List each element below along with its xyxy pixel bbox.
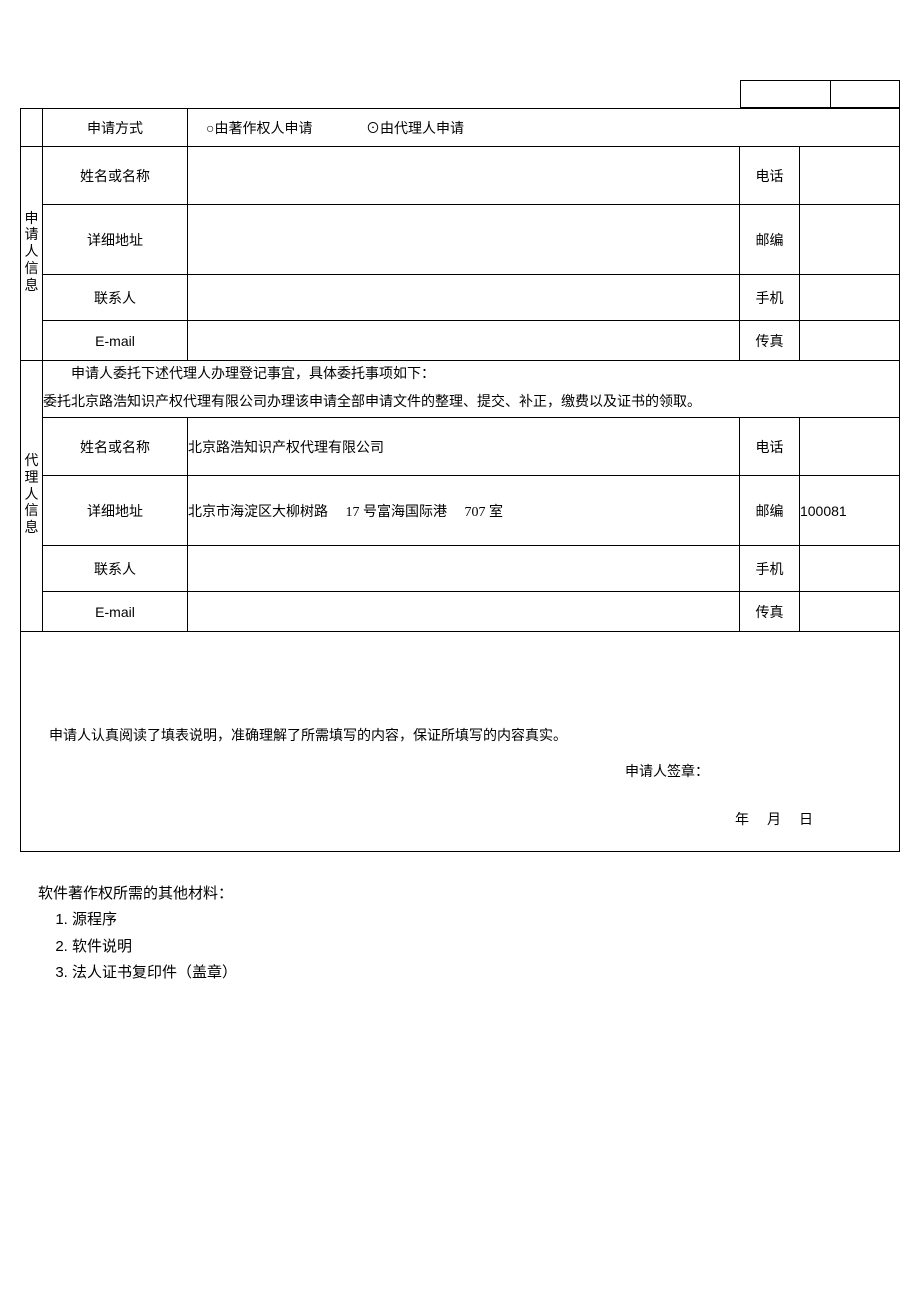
notes-item-1: 源程序 (72, 907, 900, 934)
notes-item-2: 软件说明 (72, 934, 900, 961)
applicant-zip-value[interactable] (799, 205, 899, 275)
applicant-phone-label: 电话 (739, 147, 799, 205)
applicant-contact-value[interactable] (188, 275, 740, 321)
top-box-2 (830, 80, 900, 108)
applicant-name-value[interactable] (188, 147, 740, 205)
agent-zip-label: 邮编 (739, 476, 799, 546)
declaration-line2: 委托北京路浩知识产权代理有限公司办理该申请全部申请文件的整理、提交、补正，缴费以… (43, 389, 899, 417)
agent-addr-part2: 17 号富海国际港 (346, 501, 448, 521)
applicant-addr-value[interactable] (188, 205, 740, 275)
applicant-mobile-value[interactable] (799, 275, 899, 321)
agent-name-label: 姓名或名称 (43, 418, 188, 476)
document-page: 申请方式 ○由著作权人申请 ⊙由代理人申请 申请人信息 姓名或名称 电话 详细地… (0, 0, 920, 1027)
agent-email-label: E-mail (43, 592, 188, 632)
agent-email-value[interactable] (188, 592, 740, 632)
app-method-opt-author[interactable]: ○由著作权人申请 (206, 122, 312, 137)
applicant-contact-label: 联系人 (43, 275, 188, 321)
app-method-label: 申请方式 (43, 109, 188, 147)
agent-zip-value[interactable]: 100081 (799, 476, 899, 546)
signature-block: 申请人认真阅读了填表说明，准确理解了所需填写的内容，保证所填写的内容真实。 申请… (21, 632, 900, 852)
agent-addr-label: 详细地址 (43, 476, 188, 546)
applicant-phone-value[interactable] (799, 147, 899, 205)
agent-addr-value[interactable]: 北京市海淀区大柳树路 17 号富海国际港 707 室 (188, 476, 740, 546)
signature-label: 申请人签章： (625, 761, 709, 781)
top-right-boxes (20, 80, 900, 108)
agent-addr-part1: 北京市海淀区大柳树路 (188, 501, 328, 521)
agent-contact-value[interactable] (188, 546, 740, 592)
agent-fax-label: 传真 (739, 592, 799, 632)
applicant-name-label: 姓名或名称 (43, 147, 188, 205)
form-table: 申请方式 ○由著作权人申请 ⊙由代理人申请 申请人信息 姓名或名称 电话 详细地… (20, 108, 900, 852)
empty-vlabel (21, 109, 43, 147)
notes-item-3: 法人证书复印件（盖章） (72, 960, 900, 987)
applicant-section-label: 申请人信息 (21, 147, 43, 361)
agent-name-value[interactable]: 北京路浩知识产权代理有限公司 (188, 418, 740, 476)
applicant-fax-value[interactable] (799, 321, 899, 361)
agent-addr-part3: 707 室 (465, 501, 504, 521)
signature-statement: 申请人认真阅读了填表说明，准确理解了所需填写的内容，保证所填写的内容真实。 (21, 725, 899, 745)
notes-list: 源程序 软件说明 法人证书复印件（盖章） (38, 907, 900, 987)
app-method-opt-agent[interactable]: ⊙由代理人申请 (366, 122, 464, 137)
agent-mobile-value[interactable] (799, 546, 899, 592)
notes-heading: 软件著作权所需的其他材料： (38, 882, 900, 903)
applicant-addr-label: 详细地址 (43, 205, 188, 275)
agent-section-label: 代理人信息 (21, 361, 43, 632)
notes-section: 软件著作权所需的其他材料： 源程序 软件说明 法人证书复印件（盖章） (20, 882, 900, 987)
app-method-cell: ○由著作权人申请 ⊙由代理人申请 (188, 109, 900, 147)
applicant-fax-label: 传真 (739, 321, 799, 361)
agent-mobile-label: 手机 (739, 546, 799, 592)
applicant-email-label: E-mail (43, 321, 188, 361)
applicant-mobile-label: 手机 (739, 275, 799, 321)
date-label: 年月日 (735, 809, 831, 829)
agent-contact-label: 联系人 (43, 546, 188, 592)
declaration-line1: 申请人委托下述代理人办理登记事宜，具体委托事项如下： (43, 361, 899, 389)
agent-phone-value[interactable] (799, 418, 899, 476)
declaration-block: 申请人委托下述代理人办理登记事宜，具体委托事项如下： 委托北京路浩知识产权代理有… (43, 361, 900, 418)
applicant-email-value[interactable] (188, 321, 740, 361)
agent-phone-label: 电话 (739, 418, 799, 476)
top-box-1 (740, 80, 830, 108)
applicant-zip-label: 邮编 (739, 205, 799, 275)
agent-fax-value[interactable] (799, 592, 899, 632)
